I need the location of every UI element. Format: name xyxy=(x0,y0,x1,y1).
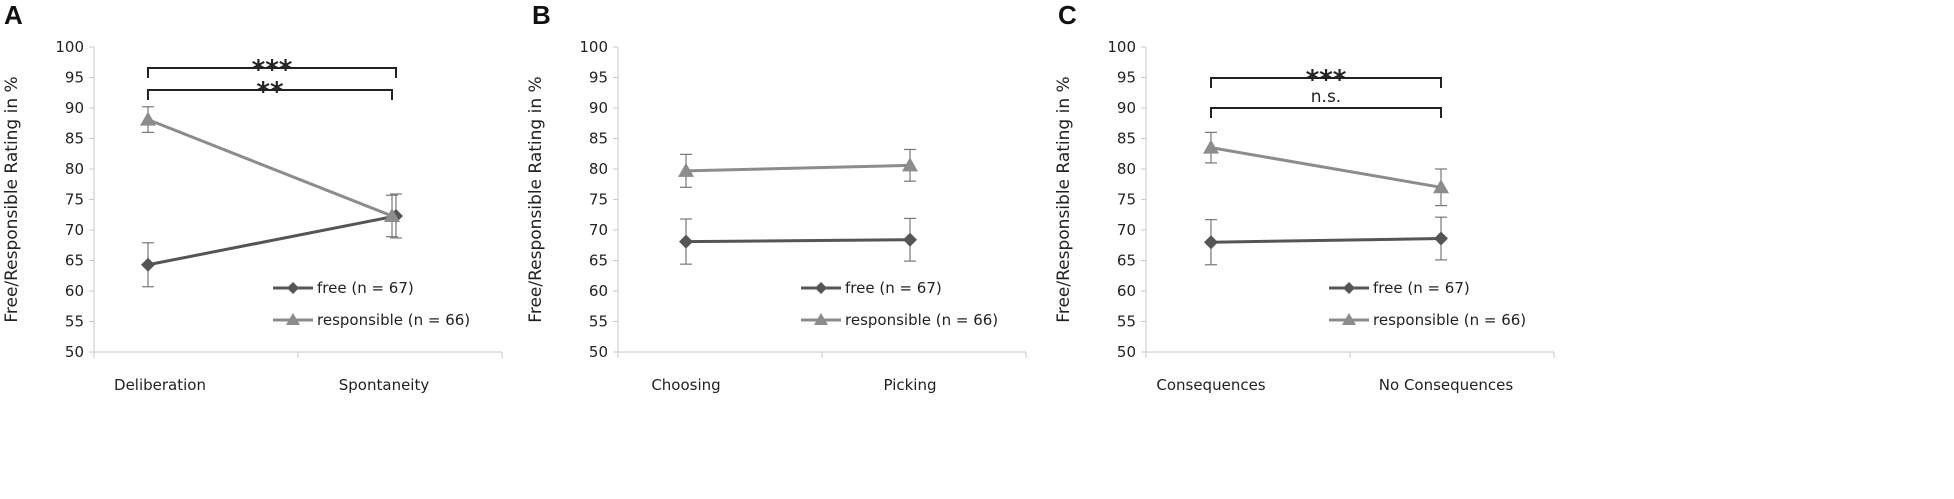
series-line xyxy=(685,238,911,244)
panel-a: A 50 55 60 65 70 75 80 85 90 95 100 Free/Responsibl… xyxy=(2,0,503,394)
y-tick-label: 75 xyxy=(589,191,608,209)
data-point-responsible xyxy=(678,162,694,177)
y-tick-label: 85 xyxy=(1117,130,1136,148)
y-tick-label: 60 xyxy=(65,282,84,300)
legend-marker xyxy=(814,313,828,325)
y-tick-label: 100 xyxy=(1107,38,1136,56)
y-tick-label: 100 xyxy=(579,38,608,56)
legend-marker xyxy=(286,313,300,325)
y-tick-label: 90 xyxy=(1117,99,1136,117)
y-tick-label: 70 xyxy=(1117,221,1136,239)
data-point-free xyxy=(679,234,693,249)
x-category-label: Choosing xyxy=(651,376,720,394)
y-tick-label: 80 xyxy=(65,160,84,178)
x-category-label: Consequences xyxy=(1156,376,1265,394)
y-tick-label: 95 xyxy=(1117,69,1136,87)
data-point-responsible xyxy=(902,157,918,172)
data-point-responsible xyxy=(140,111,156,126)
y-tick-label: 55 xyxy=(589,313,608,331)
y-axis-label: Free/Responsible Rating in % xyxy=(1054,76,1074,322)
y-tick-label: 70 xyxy=(65,221,84,239)
significance-bracket xyxy=(1210,107,1442,118)
y-tick-label: 90 xyxy=(589,99,608,117)
panel-c: C 50 55 60 65 70 75 80 85 90 95 100 Free/Responsibl… xyxy=(1054,0,1555,394)
x-category-label: Deliberation xyxy=(114,376,206,394)
y-tick-label: 75 xyxy=(1117,191,1136,209)
y-tick-label: 60 xyxy=(1117,282,1136,300)
data-point-responsible xyxy=(384,207,400,222)
y-tick-label: 70 xyxy=(589,221,608,239)
series-line xyxy=(1210,146,1442,189)
y-tick-label: 85 xyxy=(65,130,84,148)
data-point-free xyxy=(1434,231,1448,246)
y-tick-label: 55 xyxy=(65,313,84,331)
panel-letter: A xyxy=(4,0,23,30)
data-point-free xyxy=(1204,235,1218,250)
data-point-free xyxy=(903,232,917,247)
y-tick-label: 50 xyxy=(589,343,608,361)
significance-bracket xyxy=(147,67,397,78)
y-tick-label: 65 xyxy=(589,252,608,270)
series-line xyxy=(147,214,397,267)
y-axis-label: Free/Responsible Rating in % xyxy=(2,76,22,322)
y-tick-label: 80 xyxy=(589,160,608,178)
y-tick-label: 90 xyxy=(65,99,84,117)
significance-label: ** xyxy=(256,77,284,107)
legend-marker xyxy=(1342,313,1356,325)
panel-b: B 50 55 60 65 70 75 80 85 90 95 100 Free/Responsibl… xyxy=(526,0,1027,394)
y-tick-label: 80 xyxy=(1117,160,1136,178)
legend-label: responsible (n = 66) xyxy=(845,311,998,329)
x-category-label: No Consequences xyxy=(1379,376,1514,394)
y-tick-label: 65 xyxy=(65,252,84,270)
legend-marker xyxy=(1343,282,1355,294)
y-tick-label: 95 xyxy=(65,69,84,87)
significance-bracket xyxy=(1210,77,1442,88)
series-line xyxy=(1210,237,1442,244)
legend-label: free (n = 67) xyxy=(1373,279,1470,297)
legend-marker xyxy=(287,282,299,294)
data-point-responsible xyxy=(1433,179,1449,194)
significance-bracket xyxy=(147,89,393,100)
series-line xyxy=(685,163,911,173)
y-axis-label: Free/Responsible Rating in % xyxy=(526,76,546,322)
data-point-free xyxy=(141,257,155,272)
legend-label: responsible (n = 66) xyxy=(317,311,470,329)
series-line xyxy=(147,118,393,218)
y-tick-label: 55 xyxy=(1117,313,1136,331)
legend-marker xyxy=(815,282,827,294)
y-tick-label: 95 xyxy=(589,69,608,87)
panel-letter: B xyxy=(532,0,551,30)
significance-label: *** xyxy=(1306,65,1347,95)
y-tick-label: 65 xyxy=(1117,252,1136,270)
legend-label: free (n = 67) xyxy=(845,279,942,297)
y-tick-label: 50 xyxy=(65,343,84,361)
y-tick-label: 50 xyxy=(1117,343,1136,361)
legend-label: free (n = 67) xyxy=(317,279,414,297)
y-tick-label: 85 xyxy=(589,130,608,148)
significance-label: *** xyxy=(252,55,293,85)
x-category-label: Picking xyxy=(883,376,936,394)
y-tick-label: 100 xyxy=(55,38,84,56)
legend-label: responsible (n = 66) xyxy=(1373,311,1526,329)
panel-letter: C xyxy=(1058,0,1077,30)
data-point-responsible xyxy=(1203,139,1219,154)
x-category-label: Spontaneity xyxy=(339,376,430,394)
significance-label: n.s. xyxy=(1311,87,1341,107)
y-tick-label: 75 xyxy=(65,191,84,209)
y-tick-label: 60 xyxy=(589,282,608,300)
